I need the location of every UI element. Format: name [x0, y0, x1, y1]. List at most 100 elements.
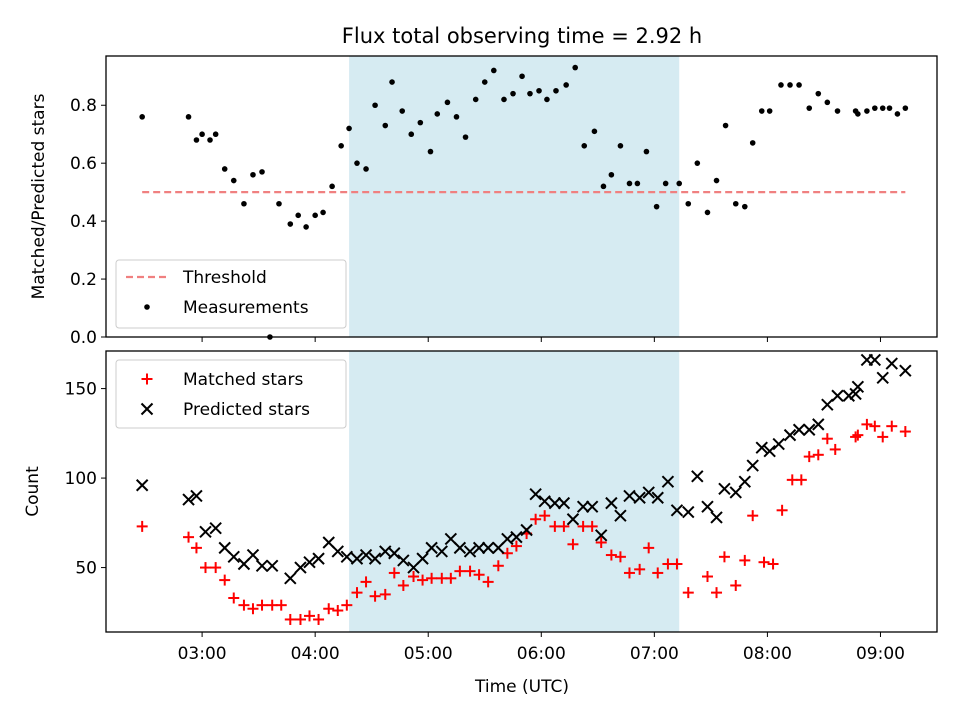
predicted-star-point	[368, 552, 382, 565]
measurement-point	[643, 148, 650, 155]
measurement-point	[617, 143, 624, 149]
matched-star-point	[275, 599, 287, 611]
matched-star-point	[482, 576, 494, 588]
predicted-star-point	[831, 389, 844, 402]
matched-star-point	[136, 520, 148, 532]
bottom-x-tick-label: 04:00	[291, 644, 340, 664]
measurement-point	[749, 140, 756, 146]
measurement-point	[312, 212, 318, 219]
measurement-point	[303, 224, 309, 230]
measurement-point	[634, 180, 641, 187]
matched-star-point	[388, 567, 400, 579]
matched-star-point	[850, 431, 862, 443]
bottom-x-tick-label: 07:00	[630, 644, 679, 664]
matched-star-point	[417, 574, 429, 586]
predicted-star-point	[885, 357, 898, 370]
measurement-point	[276, 200, 282, 207]
predicted-star-point	[633, 491, 646, 504]
measurement-point	[855, 111, 861, 117]
matched-star-point	[199, 562, 211, 574]
bottom-y-tick-label: 150	[65, 380, 97, 400]
measurement-point	[207, 137, 213, 143]
matched-star-point	[247, 603, 259, 615]
measurement-point	[894, 111, 901, 117]
predicted-star-point	[548, 496, 562, 510]
measurement-point	[796, 82, 802, 88]
top-axes-frame	[105, 55, 938, 338]
measurement-point	[741, 203, 748, 210]
top-y-tick-label: 0.4	[70, 212, 97, 232]
measurement-point	[787, 82, 793, 88]
predicted-star-point	[691, 470, 704, 483]
predicted-star-point	[738, 475, 752, 488]
predicted-star-point	[350, 552, 364, 565]
predicted-star-point	[851, 380, 865, 394]
matched-star-point	[210, 562, 222, 574]
predicted-star-point	[199, 525, 212, 538]
predicted-star-point	[682, 505, 695, 519]
bottom-x-tick-label: 09:00	[856, 644, 905, 664]
matched-star-point	[605, 549, 617, 561]
matched-star-point	[803, 451, 815, 463]
predicted-star-point	[746, 459, 759, 472]
matched-star-point	[294, 613, 306, 625]
predicted-star-point	[821, 398, 834, 411]
legend-matched-label: Matched stars	[183, 370, 303, 390]
predicted-star-point	[876, 371, 889, 385]
predicted-star-point	[763, 445, 776, 458]
matched-star-point	[304, 610, 316, 622]
measurement-point	[491, 67, 497, 74]
matched-star-point	[671, 558, 683, 570]
predicted-star-point	[481, 541, 495, 555]
predicted-star-point	[425, 541, 438, 555]
measurement-point	[462, 134, 469, 140]
measurement-point	[354, 160, 360, 166]
matched-star-point	[445, 572, 457, 584]
matched-star-point	[682, 587, 694, 599]
measurement-point	[320, 209, 326, 216]
matched-star-point	[351, 587, 363, 599]
measurement-point	[408, 131, 415, 138]
predicted-star-point	[803, 423, 816, 436]
predicted-star-point	[453, 541, 467, 555]
matched-star-point	[701, 571, 713, 583]
top-y-tick-label: 0.8	[70, 96, 97, 116]
measurement-point	[806, 105, 813, 111]
predicted-star-point	[416, 552, 429, 565]
legend-predicted-marker	[140, 402, 154, 416]
predicted-star-point	[340, 550, 354, 564]
matched-star-point	[183, 531, 195, 543]
measurement-point	[732, 200, 739, 207]
predicted-star-point	[557, 496, 571, 510]
matched-star-point	[567, 538, 579, 550]
measurement-point	[519, 73, 525, 80]
measurement-point	[713, 177, 720, 184]
predicted-star-point	[435, 545, 448, 558]
predicted-star-point	[312, 552, 325, 565]
matched-star-point	[341, 599, 353, 611]
matched-star-point	[821, 433, 833, 445]
predicted-star-point	[718, 482, 731, 496]
top-highlight-span	[349, 56, 680, 337]
predicted-star-point	[710, 511, 723, 524]
measurement-point	[259, 169, 265, 175]
measurement-point	[287, 221, 294, 227]
predicted-star-point	[331, 545, 344, 558]
predicted-star-point	[605, 496, 618, 510]
predicted-star-point	[463, 545, 477, 558]
matched-star-point	[369, 590, 381, 602]
measurement-point	[241, 200, 247, 207]
matched-star-point	[473, 569, 485, 581]
measurement-point	[758, 108, 765, 114]
measurement-point	[766, 108, 773, 114]
legend-matched-marker	[141, 373, 153, 385]
top-legend-box	[115, 259, 347, 329]
predicted-star-point	[359, 548, 373, 562]
measurement-point	[834, 108, 841, 114]
predicted-star-point	[585, 500, 599, 513]
bottom-y-tick-label: 50	[75, 559, 97, 579]
bottom-y-tick-label: 100	[65, 469, 97, 489]
measurement-point	[382, 122, 389, 129]
measurement-point	[346, 125, 352, 132]
